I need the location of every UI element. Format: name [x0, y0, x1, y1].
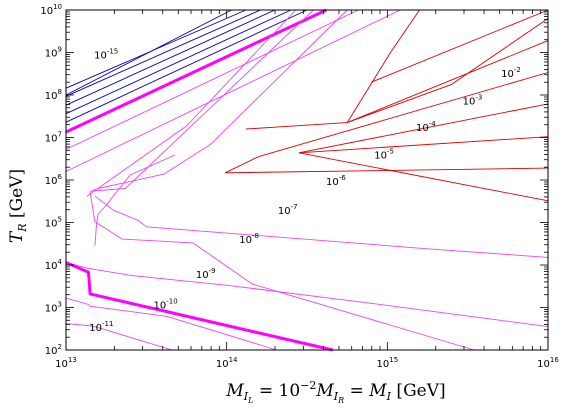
contour-line-20 [298, 103, 549, 154]
contour-line-24 [347, 40, 549, 124]
tick-labels: 1013 1014 1015 1016 102 103 104 105 106 107 108 109… [40, 3, 559, 370]
contour-line-1 [65, 9, 247, 89]
contour-label: 10-6 [326, 174, 346, 188]
contour-line-5 [65, 9, 308, 123]
y-tick-label: 102 [45, 343, 62, 357]
contour-labels: 10-15 10-2 10-3 10-4 10-5 10-6 10-7 10-8 10-9 10-… [89, 47, 521, 333]
contour-line-19 [224, 72, 549, 174]
contour-line-2 [65, 9, 261, 97]
contour-label: 10-4 [416, 120, 436, 134]
contour-label: 10-9 [196, 267, 216, 281]
contour-label: 10-7 [278, 203, 298, 217]
contour-line-15 [65, 262, 549, 328]
y-axis-title: TR [GeV] [7, 169, 29, 243]
x-tick-label: 1014 [216, 356, 238, 370]
y-tick-label: 1010 [40, 3, 62, 17]
contour-line-16 [65, 261, 334, 352]
x-tick-label: 1013 [55, 356, 77, 370]
contour-line-3 [65, 9, 276, 106]
contour-line-21 [298, 136, 549, 154]
contour-label: 10-15 [94, 47, 118, 61]
contour-line-25 [371, 9, 549, 83]
contour-line-7 [65, 9, 359, 150]
y-tick-label: 104 [45, 258, 63, 272]
y-tick-label: 105 [45, 216, 62, 230]
x-tick-label: 1015 [377, 356, 399, 370]
contour-line-26 [346, 9, 420, 123]
contour-line-10 [93, 9, 314, 192]
contour-line-8 [65, 9, 401, 172]
contour-line-14 [94, 195, 549, 258]
contour-line-22 [225, 167, 549, 174]
x-axis-title: MIL = 10−2MIR = MI [GeV] [225, 379, 445, 405]
contour-line-23 [298, 152, 549, 202]
y-tick-label: 108 [45, 88, 62, 102]
contour-label: 10-10 [154, 297, 178, 311]
contour-label: 10-2 [501, 66, 521, 80]
y-tick-label: 106 [45, 173, 63, 187]
contour-line-28 [347, 18, 549, 124]
contour-line-27 [245, 122, 348, 130]
contour-line-6 [65, 8, 327, 134]
contour-label: 10-3 [463, 93, 483, 107]
y-tick-label: 109 [45, 46, 62, 60]
y-tick-label: 103 [45, 301, 62, 315]
contour-label: 10-11 [89, 320, 113, 334]
contour-label: 10-8 [239, 232, 259, 246]
contour-line-4 [65, 9, 292, 115]
contour-line-13 [94, 154, 176, 246]
contour-line-9 [86, 9, 297, 197]
contour-line-17 [65, 297, 277, 351]
contour-lines [65, 8, 549, 352]
contour-label: 10-5 [374, 147, 394, 161]
contour-line-11 [89, 191, 475, 351]
x-tick-label: 1016 [537, 356, 559, 370]
y-tick-label: 107 [45, 131, 62, 145]
contour-line-18 [65, 323, 173, 351]
contour-line-12 [89, 9, 348, 193]
plot-frame [65, 9, 549, 351]
